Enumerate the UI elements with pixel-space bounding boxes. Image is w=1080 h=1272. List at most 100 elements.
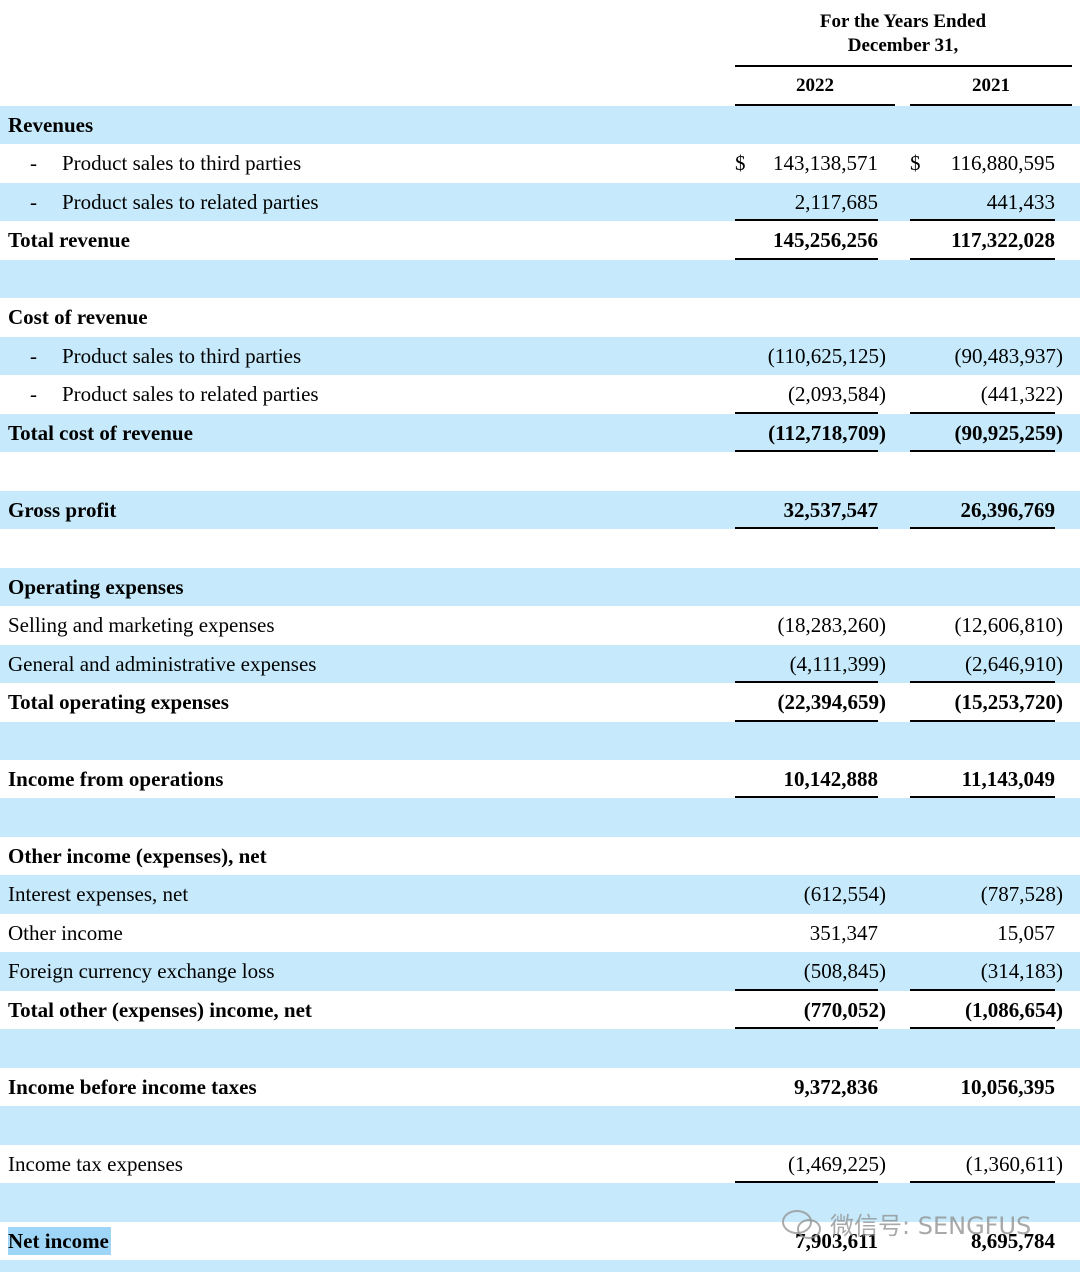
header-caption: December 31,	[847, 35, 959, 56]
row-stripe	[0, 721, 1080, 760]
row-stripe	[0, 798, 1080, 837]
row-bullet: -	[30, 151, 37, 176]
cell-value: (508,845)	[803, 959, 886, 984]
cell-value: 32,537,547	[783, 497, 879, 522]
row-label: Selling and marketing expenses	[8, 613, 275, 638]
cell-value: 143,138,571	[773, 151, 878, 176]
cell-value: 9,372,836	[794, 1074, 878, 1099]
cell-value: (90,925,259)	[954, 420, 1064, 445]
row-bullet: -	[30, 382, 37, 407]
cell-value: (15,253,720)	[954, 690, 1064, 715]
cell-rule	[735, 988, 878, 991]
row-label: Other income	[8, 920, 123, 945]
row-label: Product sales to third parties	[62, 151, 302, 176]
cell-rule	[910, 527, 1055, 530]
cell-value: (2,093,584)	[788, 382, 886, 407]
row-stripe	[0, 875, 1080, 914]
year-rule	[735, 104, 895, 106]
row-label: Gross profit	[8, 497, 117, 522]
cell-rule	[910, 719, 1055, 722]
cell-value: (787,528)	[980, 882, 1063, 907]
cell-rule	[910, 1027, 1055, 1030]
row-stripe	[0, 182, 1080, 222]
row-label: Total other (expenses) income, net	[8, 997, 312, 1022]
cell-value: (1,360,611)	[965, 1151, 1063, 1176]
cell-value: (90,483,937)	[954, 343, 1064, 368]
row-stripe	[0, 567, 1080, 607]
header-rule	[735, 65, 1072, 67]
cell-value: (770,052)	[803, 997, 886, 1022]
cell-value: (12,606,810)	[954, 613, 1064, 638]
cell-value: (1,086,654)	[965, 997, 1063, 1022]
cell-value: 8,695,784	[971, 1228, 1055, 1253]
row-stripe	[0, 490, 1080, 530]
row-stripe	[0, 1106, 1080, 1145]
cell-value: 10,142,888	[783, 766, 879, 791]
cell-value: (110,625,125)	[767, 343, 886, 368]
row-stripe	[0, 644, 1080, 684]
row-label: Product sales to third parties	[62, 343, 302, 368]
cell-rule	[735, 796, 878, 799]
cell-value: 145,256,256	[773, 228, 878, 253]
row-label: Total operating expenses	[8, 690, 229, 715]
cell-rule	[735, 257, 878, 260]
header-caption: For the Years Ended	[819, 11, 987, 32]
year-rule	[910, 104, 1072, 106]
cell-rule	[735, 411, 878, 414]
row-label: Net income	[8, 1226, 111, 1255]
row-label: Total revenue	[8, 228, 130, 253]
cell-value: 7,903,611	[795, 1228, 878, 1253]
cell-rule	[910, 450, 1055, 453]
cell-value: 15,057	[997, 920, 1055, 945]
row-label: Cost of revenue	[8, 305, 148, 330]
row-stripe	[0, 952, 1080, 991]
row-bullet: -	[30, 189, 37, 214]
cell-rule	[910, 411, 1055, 414]
cell-value: (314,183)	[980, 959, 1063, 984]
row-label: Foreign currency exchange loss	[8, 959, 275, 984]
cell-value: 2,117,685	[794, 189, 878, 214]
cell-rule	[735, 1027, 878, 1030]
row-label: Revenues	[8, 113, 94, 137]
cell-value: (441,322)	[980, 382, 1063, 407]
cell-value: 117,322,028	[951, 228, 1055, 253]
row-stripe	[0, 1029, 1080, 1068]
row-label: Income before income taxes	[8, 1074, 257, 1099]
row-label: Income tax expenses	[8, 1151, 183, 1176]
row-stripe	[0, 336, 1080, 376]
cell-rule	[735, 450, 878, 453]
cell-value: (612,554)	[803, 882, 886, 907]
cell-rule	[735, 219, 878, 222]
row-label: Interest expenses, net	[8, 882, 189, 907]
row-stripe	[0, 413, 1080, 453]
row-stripe	[0, 106, 1080, 145]
cell-value: (22,394,659)	[777, 690, 887, 715]
cell-value: 441,433	[986, 189, 1055, 214]
cell-value: (112,718,709)	[768, 420, 886, 445]
row-label: General and administrative expenses	[8, 651, 317, 676]
row-label: Product sales to related parties	[62, 189, 319, 214]
cell-rule	[735, 527, 878, 530]
cell-rule	[910, 257, 1055, 260]
year-header: 2022	[796, 75, 834, 96]
year-header: 2021	[972, 75, 1010, 96]
row-stripe	[0, 259, 1080, 299]
cell-value: 351,347	[809, 920, 878, 945]
currency-symbol: $	[910, 151, 921, 176]
cell-rule	[735, 1181, 878, 1184]
cell-rule	[735, 719, 878, 722]
cell-value: 26,396,769	[960, 497, 1056, 522]
currency-symbol: $	[735, 151, 746, 176]
row-stripe	[0, 1183, 1080, 1222]
cell-rule	[910, 1181, 1055, 1184]
row-label: Product sales to related parties	[62, 382, 319, 407]
cell-value: (1,469,225)	[788, 1151, 886, 1176]
cell-value: 11,143,049	[961, 766, 1055, 791]
cell-rule	[910, 219, 1055, 222]
row-bullet: -	[30, 343, 37, 368]
cell-value: (18,283,260)	[777, 613, 887, 638]
row-label: Income from operations	[8, 766, 224, 791]
cell-rule	[910, 681, 1055, 684]
cell-rule	[910, 796, 1055, 799]
